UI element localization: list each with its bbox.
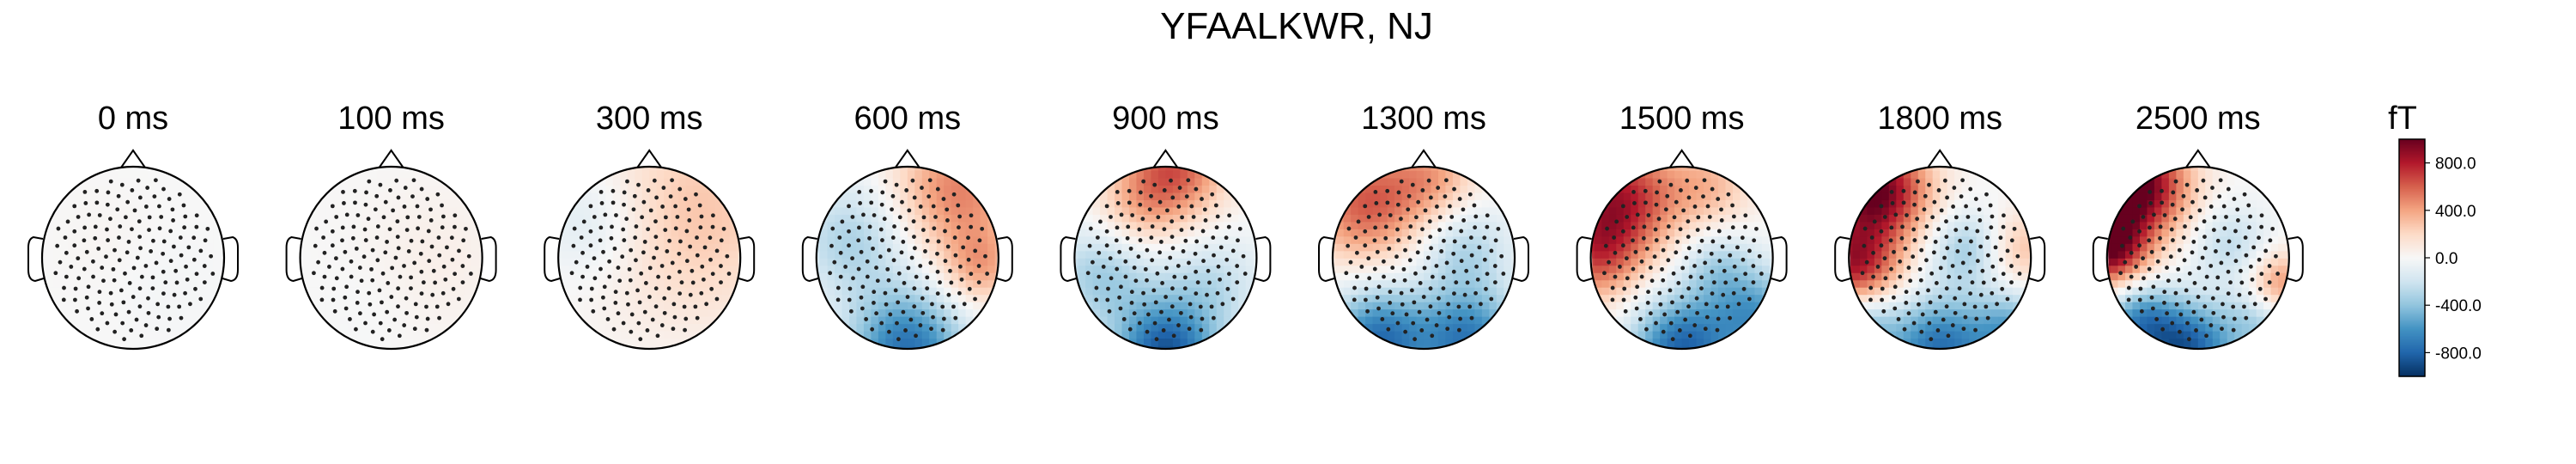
head-outline bbox=[1848, 165, 2032, 351]
time-label: 600 ms bbox=[854, 101, 961, 137]
figure-title: YFAALKWR, NJ bbox=[1160, 5, 1433, 47]
left-ear-outline bbox=[544, 235, 561, 283]
time-label: 900 ms bbox=[1112, 101, 1219, 137]
topomap-600ms: 600 ms bbox=[801, 101, 1013, 351]
topomap-2500ms: 2500 ms bbox=[2092, 101, 2304, 351]
right-ear-outline bbox=[2028, 235, 2046, 283]
time-label: 100 ms bbox=[337, 101, 445, 137]
head-outline bbox=[557, 165, 742, 351]
time-label: 0 ms bbox=[98, 101, 168, 137]
head-outline bbox=[299, 165, 483, 351]
field-map bbox=[1333, 167, 1515, 349]
left-ear-outline bbox=[1576, 235, 1593, 283]
sensor-dots bbox=[1085, 178, 1248, 342]
topomap-1800ms: 1800 ms bbox=[1834, 101, 2046, 351]
topomap-300ms: 300 ms bbox=[544, 101, 756, 351]
sensor-dots bbox=[53, 178, 216, 342]
sensor-dots bbox=[312, 178, 473, 342]
head-outline bbox=[815, 165, 999, 351]
time-label: 1300 ms bbox=[1361, 101, 1486, 137]
head-outline bbox=[1073, 165, 1258, 351]
head-outline bbox=[1331, 165, 1516, 351]
topomap-row: 0 ms 100 ms 300 ms 600 ms 900 ms 1300 ms 1500 … bbox=[27, 101, 2304, 351]
nose-outline bbox=[1927, 149, 1953, 168]
head-outline bbox=[40, 165, 226, 351]
sensor-dots bbox=[2118, 178, 2281, 342]
topomap-900ms: 900 ms bbox=[1060, 101, 1272, 351]
nose-outline bbox=[1411, 149, 1437, 168]
time-label: 1800 ms bbox=[1877, 101, 2002, 137]
sensor-dots bbox=[1860, 178, 2022, 342]
topomap-1300ms: 1300 ms bbox=[1318, 101, 1529, 351]
sensor-dots bbox=[569, 178, 732, 342]
left-ear-outline bbox=[285, 235, 302, 283]
time-label: 2500 ms bbox=[2136, 101, 2261, 137]
left-ear-outline bbox=[801, 235, 819, 283]
nose-outline bbox=[1152, 149, 1179, 168]
right-ear-outline bbox=[1255, 235, 1272, 283]
right-ear-outline bbox=[480, 235, 497, 283]
right-ear-outline bbox=[222, 235, 239, 283]
nose-outline bbox=[120, 149, 146, 168]
sensor-dots bbox=[828, 178, 990, 342]
sensor-dots bbox=[1602, 178, 1764, 342]
left-ear-outline bbox=[1318, 235, 1335, 283]
nose-outline bbox=[636, 149, 663, 168]
topomap-1500ms: 1500 ms bbox=[1576, 101, 1788, 351]
right-ear-outline bbox=[1771, 235, 1788, 283]
head-outline bbox=[2105, 165, 2290, 351]
colorbar-tick-label: -800.0 bbox=[2435, 345, 2482, 363]
colorbar-tick-label: -400.0 bbox=[2435, 297, 2482, 315]
nose-outline bbox=[378, 149, 404, 168]
left-ear-outline bbox=[27, 235, 45, 283]
topomap-100ms: 100 ms bbox=[285, 101, 497, 351]
colorbar-tick-label: 0.0 bbox=[2435, 250, 2458, 268]
time-label: 300 ms bbox=[596, 101, 703, 137]
topomap-0ms: 0 ms bbox=[27, 101, 239, 351]
nose-outline bbox=[894, 149, 920, 168]
left-ear-outline bbox=[1834, 235, 1851, 283]
colorbar-gradient bbox=[2399, 139, 2425, 377]
nose-outline bbox=[2184, 149, 2211, 168]
right-ear-outline bbox=[1512, 235, 1529, 283]
nose-outline bbox=[1668, 149, 1695, 168]
left-ear-outline bbox=[1060, 235, 1077, 283]
colorbar-tick-label: 800.0 bbox=[2435, 156, 2476, 174]
time-label: 1500 ms bbox=[1619, 101, 1745, 137]
right-ear-outline bbox=[738, 235, 756, 283]
colorbar-tick-label: 400.0 bbox=[2435, 203, 2476, 221]
left-ear-outline bbox=[2092, 235, 2110, 283]
sensor-dots bbox=[1344, 178, 1506, 342]
right-ear-outline bbox=[996, 235, 1013, 283]
colorbar-unit: fT bbox=[2388, 101, 2417, 137]
colorbar: fT 800.0 400.0 0.0 -400.0 -800.0 bbox=[2388, 101, 2482, 377]
right-ear-outline bbox=[2287, 235, 2304, 283]
head-outline bbox=[1589, 165, 1774, 351]
